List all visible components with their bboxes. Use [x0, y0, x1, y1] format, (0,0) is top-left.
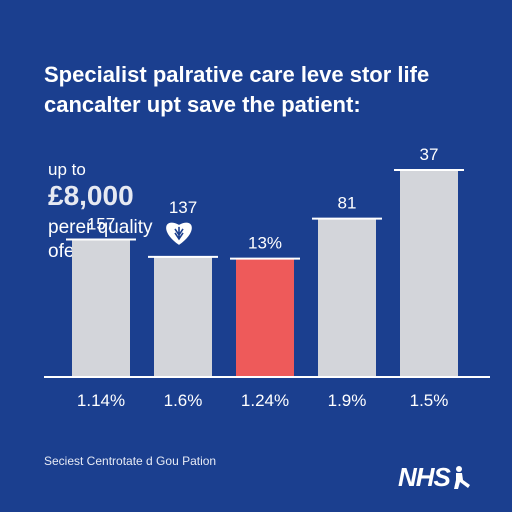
data-label-2: 137 [169, 198, 197, 217]
category-label-3: 1.24% [241, 391, 289, 410]
callout-desc-line-1: perer quality [48, 217, 153, 238]
data-label-1: 157 [87, 215, 115, 234]
data-label-4: 81 [338, 194, 357, 213]
bar-3 [236, 258, 294, 376]
footer-caption: Seciest Centrotate d Gou Pation [44, 454, 217, 468]
category-label-4: 1.9% [328, 391, 367, 410]
chart-title: Specialist palrative care leve stor life… [44, 60, 494, 120]
title-line-1: Specialist palrative care leve stor life [44, 62, 430, 87]
figure-icon [453, 465, 470, 489]
nhs-logo: NHS [398, 462, 476, 493]
heart-arrow-icon [174, 226, 184, 241]
bar-4 [318, 218, 376, 376]
nhs-logo-text: NHS [398, 462, 451, 492]
category-label-5: 1.5% [410, 391, 449, 410]
data-label-3: 13% [248, 234, 282, 253]
category-label-1: 1.14% [77, 391, 125, 410]
bars-group: 157 1.14% 137 1.6% 13% 1.24% 81 1.9% 37 1.5% [66, 145, 464, 410]
category-label-2: 1.6% [164, 391, 203, 410]
bar-2 [154, 256, 212, 376]
callout-prefix: up to [48, 160, 86, 179]
bar-1 [72, 239, 130, 376]
title-line-2: cancalter upt save the patient: [44, 92, 361, 117]
callout-amount: £8,000 [48, 180, 134, 211]
bar-5 [400, 169, 458, 376]
data-label-5: 37 [420, 145, 439, 164]
